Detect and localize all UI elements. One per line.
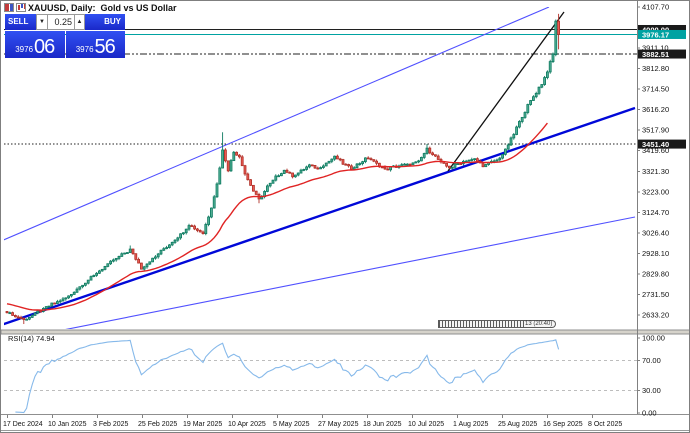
svg-text:100.00: 100.00 (642, 334, 665, 343)
candlestick-chart-icon (16, 3, 26, 12)
svg-text:3714.50: 3714.50 (642, 85, 669, 94)
svg-text:3517.90: 3517.90 (642, 126, 669, 135)
bar-counter-ruler: 13 (20:40) (438, 319, 557, 328)
svg-text:2731.50: 2731.50 (642, 290, 669, 299)
svg-text:3616.20: 3616.20 (642, 105, 669, 114)
channel-lower (65, 216, 636, 329)
svg-text:19 Mar 2025: 19 Mar 2025 (183, 421, 222, 428)
svg-text:8 Oct 2025: 8 Oct 2025 (588, 421, 622, 428)
sell-price-pips: 06 (34, 36, 55, 58)
svg-text:3451.40: 3451.40 (642, 140, 669, 149)
price-axis[interactable]: 4107.70 3911.10 3812.80 3714.50 3616.20 3517.… (637, 3, 686, 418)
svg-text:25 Aug 2025: 25 Aug 2025 (498, 421, 537, 428)
chart-window-icon (4, 3, 14, 12)
svg-text:2928.10: 2928.10 (642, 249, 669, 258)
svg-text:0.00: 0.00 (642, 409, 657, 418)
svg-text:3812.80: 3812.80 (642, 64, 669, 73)
rsi-indicator-label: RSI(14) 74.94 (8, 334, 55, 343)
price-badge (638, 29, 686, 39)
buy-price-pips: 56 (94, 36, 116, 58)
svg-text:3 Feb 2025: 3 Feb 2025 (93, 421, 129, 428)
sell-price-button[interactable]: 3976 06 (5, 31, 65, 58)
symbol-title: XAUUSD, Daily: Gold vs US Dollar (28, 2, 177, 13)
svg-text:3124.70: 3124.70 (642, 208, 669, 217)
svg-text:27 May 2025: 27 May 2025 (318, 421, 359, 428)
bar-counter-label: 13 (20:40) (524, 319, 557, 328)
svg-text:10 Jul 2025: 10 Jul 2025 (408, 421, 444, 428)
moving-average-line[interactable] (6, 122, 548, 311)
sell-button[interactable]: SELL (5, 14, 36, 30)
svg-text:18 Jun 2025: 18 Jun 2025 (363, 421, 402, 428)
svg-text:10 Apr 2025: 10 Apr 2025 (228, 421, 266, 428)
svg-text:2633.20: 2633.20 (642, 311, 669, 320)
svg-text:17 Dec 2024: 17 Dec 2024 (3, 421, 43, 428)
price-badge (638, 24, 686, 34)
bar-counter-stripes (438, 319, 524, 328)
main-trendline (4, 106, 636, 326)
svg-text:5 May 2025: 5 May 2025 (273, 421, 310, 428)
time-axis[interactable]: 17 Dec 2024 10 Jan 2025 3 Feb 2025 25 Feb 2… (3, 415, 622, 428)
rsi-panel[interactable] (4, 339, 637, 414)
volume-increase-button[interactable]: ▲ (74, 14, 85, 30)
svg-text:2829.80: 2829.80 (642, 269, 669, 278)
price-badge (638, 49, 686, 59)
svg-text:10 Jan 2025: 10 Jan 2025 (48, 421, 87, 428)
panel-separator[interactable] (1, 329, 690, 335)
svg-text:4000.00: 4000.00 (642, 25, 669, 34)
svg-text:4107.70: 4107.70 (642, 3, 669, 12)
volume-input[interactable]: 0.25 (48, 14, 74, 30)
svg-text:70.00: 70.00 (642, 356, 661, 365)
chart-title-bar: XAUUSD, Daily: Gold vs US Dollar (4, 2, 177, 13)
price-badge (638, 139, 686, 149)
sell-price-main: 3976 (15, 45, 34, 54)
svg-text:3223.00: 3223.00 (642, 187, 669, 196)
buy-button[interactable]: BUY (85, 14, 125, 30)
buy-price-main: 3976 (75, 45, 94, 54)
svg-text:3882.51: 3882.51 (642, 50, 669, 59)
svg-text:16 Sep 2025: 16 Sep 2025 (543, 421, 583, 428)
svg-text:3419.60: 3419.60 (642, 146, 669, 155)
volume-decrease-button[interactable]: ▼ (36, 14, 48, 30)
one-click-trading-panel: SELL ▼ 0.25 ▲ BUY 3976 06 3976 56 (5, 14, 125, 58)
svg-text:25 Feb 2025: 25 Feb 2025 (138, 421, 177, 428)
channel-upper (4, 7, 550, 241)
svg-text:3321.30: 3321.30 (642, 167, 669, 176)
svg-text:3976.17: 3976.17 (642, 30, 669, 39)
svg-text:3026.40: 3026.40 (642, 228, 669, 237)
candles[interactable] (5, 13, 560, 325)
svg-text:1 Aug 2025: 1 Aug 2025 (453, 421, 489, 428)
breakout-trendline (447, 11, 565, 172)
svg-text:3911.10: 3911.10 (642, 44, 669, 53)
svg-text:30.00: 30.00 (642, 386, 661, 395)
buy-price-button[interactable]: 3976 56 (65, 31, 125, 58)
